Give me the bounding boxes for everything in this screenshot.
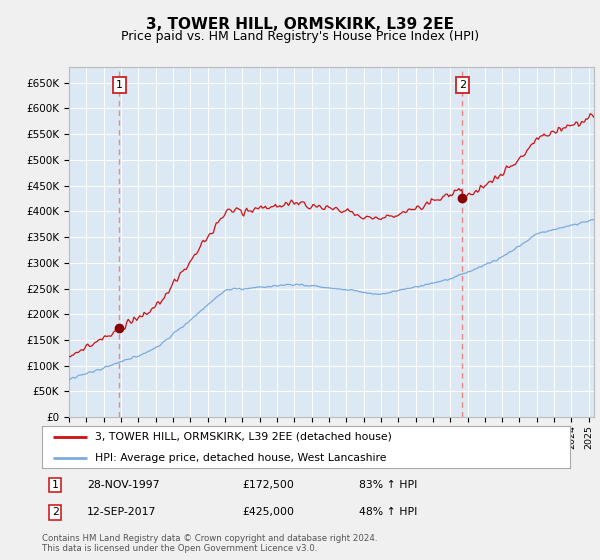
Text: 1: 1	[116, 80, 123, 90]
Text: 48% ↑ HPI: 48% ↑ HPI	[359, 507, 417, 517]
Text: 1: 1	[52, 480, 59, 490]
Text: 2: 2	[459, 80, 466, 90]
Text: 3, TOWER HILL, ORMSKIRK, L39 2EE (detached house): 3, TOWER HILL, ORMSKIRK, L39 2EE (detach…	[95, 432, 392, 442]
Text: 12-SEP-2017: 12-SEP-2017	[87, 507, 156, 517]
Text: 28-NOV-1997: 28-NOV-1997	[87, 480, 160, 490]
Text: 2: 2	[52, 507, 59, 517]
Text: Price paid vs. HM Land Registry's House Price Index (HPI): Price paid vs. HM Land Registry's House …	[121, 30, 479, 44]
Text: £425,000: £425,000	[242, 507, 295, 517]
Text: £172,500: £172,500	[242, 480, 295, 490]
Text: 3, TOWER HILL, ORMSKIRK, L39 2EE: 3, TOWER HILL, ORMSKIRK, L39 2EE	[146, 17, 454, 31]
Text: 83% ↑ HPI: 83% ↑ HPI	[359, 480, 417, 490]
Text: Contains HM Land Registry data © Crown copyright and database right 2024.
This d: Contains HM Land Registry data © Crown c…	[42, 534, 377, 553]
Text: HPI: Average price, detached house, West Lancashire: HPI: Average price, detached house, West…	[95, 453, 386, 463]
